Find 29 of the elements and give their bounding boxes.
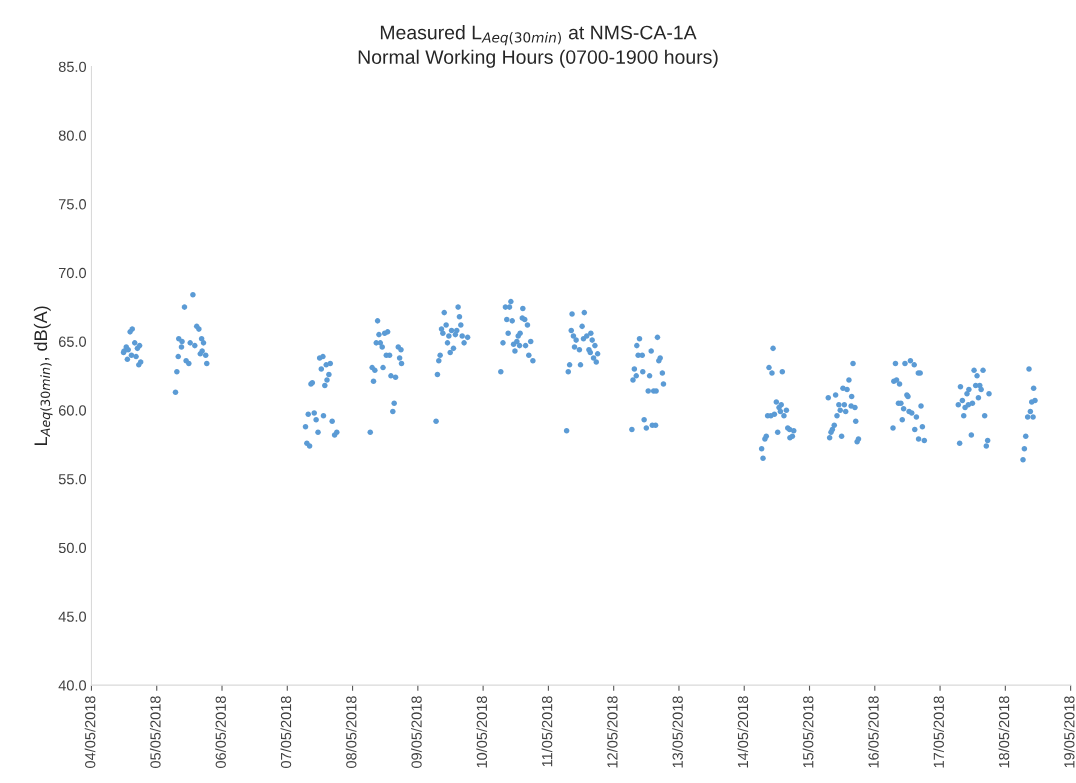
x-tick-label: 09/05/2018: [411, 696, 422, 768]
x-tick-label: 04/05/2018: [84, 696, 96, 768]
chart-title: Measured L$_{Aeq(30min)}$ at NMS-CA-1A: [380, 25, 697, 46]
y-tick-label: 60.0: [58, 405, 87, 416]
y-tick-label: 75.0: [58, 199, 87, 210]
y-tick-label: 70.0: [58, 267, 87, 279]
x-tick-label: 19/05/2018: [1063, 696, 1075, 768]
x-tick-label: 07/05/2018: [280, 696, 292, 768]
x-tick-label: 08/05/2018: [345, 696, 357, 768]
x-tick-label: 15/05/2018: [802, 696, 814, 768]
y-tick-label: 50.0: [58, 542, 87, 554]
y-tick-label: 40.0: [58, 680, 87, 691]
x-tick-label: 17/05/2018: [933, 696, 944, 768]
y-tick-label: 45.0: [58, 611, 87, 622]
y-tick-label: 65.0: [58, 336, 87, 347]
x-tick-label: 14/05/2018: [737, 696, 749, 768]
x-tick-label: 18/05/2018: [998, 696, 1010, 768]
x-tick-label: 11/05/2018: [541, 696, 553, 767]
x-tick-label: 06/05/2018: [215, 696, 226, 768]
x-tick-label: 05/05/2018: [149, 696, 161, 768]
y-tick-label: 80.0: [58, 130, 87, 141]
y-tick-label: 85.0: [58, 61, 87, 72]
y-axis-title: L$_{Aeq(30min)}$, dB(A): [33, 306, 53, 445]
x-tick-label: 12/05/2018: [606, 696, 618, 768]
x-tick-label: 13/05/2018: [672, 696, 683, 768]
x-tick-label: 10/05/2018: [476, 696, 488, 768]
x-tick-label: 16/05/2018: [867, 696, 879, 768]
y-tick-label: 55.0: [58, 474, 87, 485]
chart-subtitle: Normal Working Hours (0700-1900 hours): [358, 49, 718, 68]
